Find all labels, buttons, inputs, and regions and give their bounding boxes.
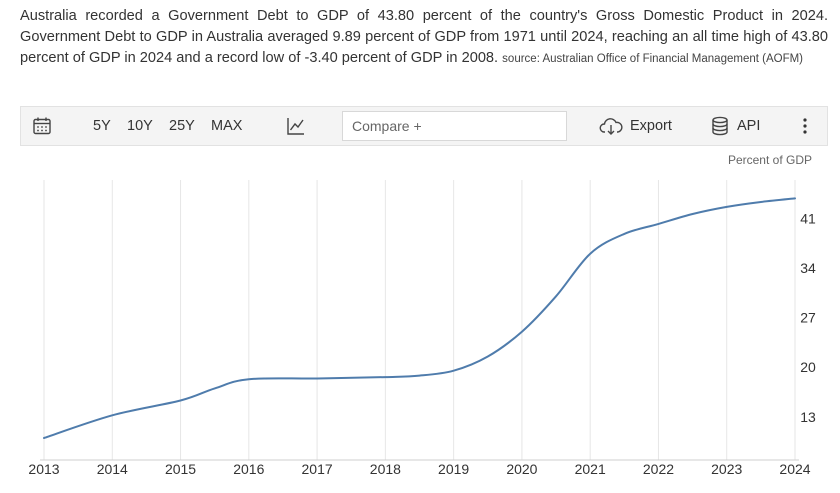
- range-5y-button[interactable]: 5Y: [93, 118, 111, 134]
- export-button[interactable]: Export: [630, 118, 672, 134]
- x-tick-label: 2021: [575, 461, 606, 477]
- compare-input[interactable]: [342, 111, 567, 141]
- range-max-button[interactable]: MAX: [211, 118, 243, 134]
- x-tick-label: 2023: [711, 461, 742, 477]
- series-line-government-debt: [43, 197, 796, 439]
- description-text: Australia recorded a Government Debt to …: [20, 8, 828, 66]
- cloud-download-icon[interactable]: [599, 116, 623, 136]
- x-tick-label: 2016: [233, 461, 264, 477]
- x-tick-label: 2020: [506, 461, 537, 477]
- y-axis-unit-label: Percent of GDP: [727, 153, 812, 167]
- line-chart-icon[interactable]: [286, 116, 306, 136]
- x-tick-label: 2024: [779, 461, 810, 477]
- more-vertical-icon[interactable]: [801, 117, 809, 135]
- x-tick-label: 2013: [28, 461, 59, 477]
- x-tick-label: 2015: [165, 461, 196, 477]
- range-10y-button[interactable]: 10Y: [127, 118, 153, 134]
- calendar-icon[interactable]: [32, 116, 52, 136]
- database-icon[interactable]: [711, 116, 729, 136]
- y-tick-label: 13: [800, 409, 816, 425]
- api-button[interactable]: API: [737, 118, 761, 134]
- chart-toolbar: 5Y 10Y 25Y MAX Export API: [20, 106, 828, 146]
- y-tick-label: 34: [800, 260, 816, 276]
- y-tick-label: 41: [800, 210, 816, 226]
- x-tick-label: 2019: [438, 461, 469, 477]
- y-tick-label: 27: [800, 310, 816, 326]
- x-tick-label: 2018: [370, 461, 401, 477]
- y-tick-label: 20: [800, 359, 816, 375]
- chart-description: Australia recorded a Government Debt to …: [20, 6, 828, 70]
- x-tick-label: 2022: [643, 461, 674, 477]
- x-tick-label: 2014: [97, 461, 128, 477]
- range-25y-button[interactable]: 25Y: [169, 118, 195, 134]
- x-tick-label: 2017: [302, 461, 333, 477]
- source-text: source: Australian Office of Financial M…: [502, 53, 804, 65]
